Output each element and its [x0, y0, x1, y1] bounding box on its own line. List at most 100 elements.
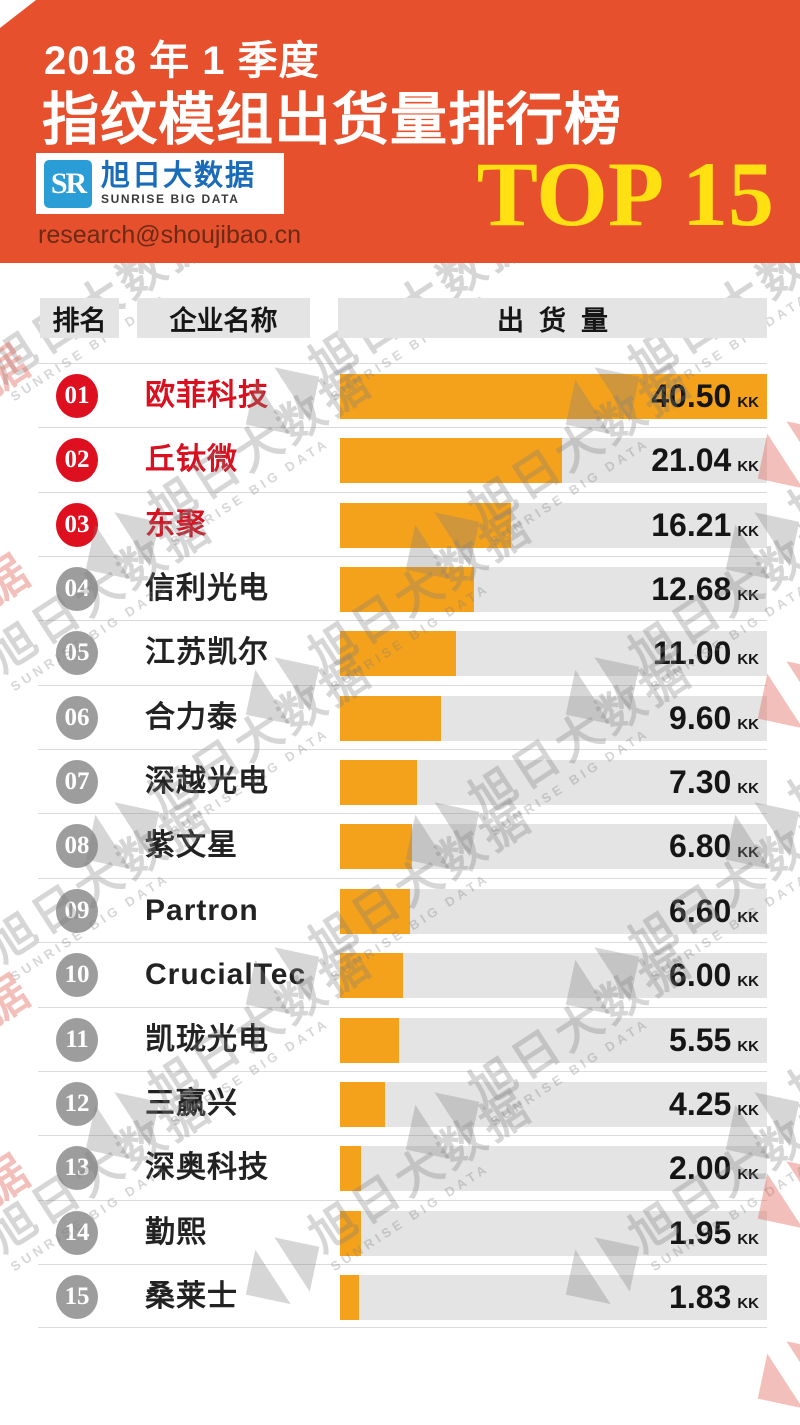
rank-badge: 14 [56, 1211, 98, 1255]
sr-logo-icon: SR [44, 159, 92, 208]
company-name: 丘钛微 [145, 443, 238, 476]
rank-badge: 04 [56, 567, 98, 611]
value-unit: KK [737, 844, 759, 861]
value-unit: KK [737, 394, 759, 411]
report-period: 2018 年 1 季度 [44, 39, 320, 83]
value-unit: KK [737, 1295, 759, 1312]
rank-badge: 09 [56, 889, 98, 933]
value-label: 1.83 KK [669, 1275, 759, 1320]
rank-number: 15 [64, 1283, 90, 1310]
bar-fill [340, 631, 456, 676]
value-label: 12.68 KK [651, 567, 759, 612]
ranking-row: 03 东聚 16.21 KK [38, 492, 767, 556]
value-label: 6.00 KK [669, 953, 759, 998]
rank-number: 14 [64, 1219, 90, 1246]
rank-number: 12 [64, 1090, 90, 1117]
value-label: 16.21 KK [651, 503, 759, 548]
rank-number: 08 [64, 832, 90, 859]
bar-track: 1.83 KK [340, 1275, 767, 1320]
value-number: 7.30 [669, 764, 732, 800]
contact-email: research@shoujibao.cn [38, 221, 302, 249]
value-number: 5.55 [669, 1022, 732, 1058]
column-header-shipments: 出货量 [338, 298, 767, 338]
value-number: 6.80 [669, 828, 732, 864]
rank-number: 03 [64, 511, 90, 538]
bar-track: 21.04 KK [340, 438, 767, 483]
bar-fill [340, 567, 474, 612]
top15-badge: TOP 15 [476, 143, 774, 245]
value-number: 6.00 [669, 957, 732, 993]
ranking-row: 04 信利光电 12.68 KK [38, 556, 767, 620]
corner-notch [0, 0, 36, 28]
value-unit: KK [737, 1231, 759, 1248]
rank-badge: 11 [56, 1018, 98, 1062]
bar-track: 9.60 KK [340, 696, 767, 741]
header-banner: 2018 年 1 季度 指纹模组出货量排行榜 SR 旭日大数据 SUNRISE … [0, 0, 800, 263]
company-name: 勤熙 [145, 1216, 207, 1249]
bar-fill [340, 503, 511, 548]
column-header-rank: 排名 [40, 298, 119, 338]
rank-badge: 03 [56, 503, 98, 547]
ranking-row: 09 Partron 6.60 KK [38, 878, 767, 942]
bar-fill [340, 1211, 361, 1256]
rank-number: 06 [64, 704, 90, 731]
company-name: Partron [145, 894, 259, 927]
rank-badge: 06 [56, 696, 98, 740]
column-header-company: 企业名称 [137, 298, 310, 338]
company-name: 深奥科技 [145, 1151, 269, 1184]
value-number: 12.68 [651, 571, 732, 607]
bar-fill [340, 696, 441, 741]
bar-fill [340, 824, 412, 869]
value-number: 6.60 [669, 893, 732, 929]
company-name: 凯珑光电 [145, 1023, 269, 1056]
ranking-row: 13 深奥科技 2.00 KK [38, 1135, 767, 1199]
bar-track: 6.80 KK [340, 824, 767, 869]
bar-track: 4.25 KK [340, 1082, 767, 1127]
bar-fill [340, 1275, 359, 1320]
company-name: 深越光电 [145, 765, 269, 798]
value-unit: KK [737, 973, 759, 990]
company-name: 欧菲科技 [145, 379, 269, 412]
rank-badge: 05 [56, 631, 98, 675]
ranking-row: 15 桑莱士 1.83 KK [38, 1264, 767, 1328]
value-unit: KK [737, 780, 759, 797]
value-unit: KK [737, 458, 759, 475]
bar-fill [340, 1082, 385, 1127]
value-unit: KK [737, 1102, 759, 1119]
value-label: 6.80 KK [669, 824, 759, 869]
company-name: CrucialTec [145, 958, 307, 991]
rank-number: 07 [64, 768, 90, 795]
bar-track: 40.50 KK [340, 374, 767, 419]
ranking-row: 02 丘钛微 21.04 KK [38, 427, 767, 491]
value-unit: KK [737, 716, 759, 733]
bar-fill [340, 1146, 361, 1191]
value-number: 16.21 [651, 507, 732, 543]
rank-number: 11 [65, 1026, 89, 1053]
ranking-row: 01 欧菲科技 40.50 KK [38, 363, 767, 427]
rank-badge: 15 [56, 1275, 98, 1319]
rank-number: 10 [64, 961, 90, 988]
brand-name-cn: 旭日大数据 [101, 160, 257, 193]
value-label: 11.00 KK [653, 631, 759, 676]
value-label: 1.95 KK [669, 1211, 759, 1256]
rank-number: 09 [64, 897, 90, 924]
bar-track: 16.21 KK [340, 503, 767, 548]
ranking-row: 10 CrucialTec 6.00 KK [38, 942, 767, 1006]
poster-title: 指纹模组出货量排行榜 [42, 88, 622, 152]
value-number: 2.00 [669, 1150, 732, 1186]
ranking-row: 06 合力泰 9.60 KK [38, 685, 767, 749]
company-name: 合力泰 [145, 701, 238, 734]
rank-badge: 12 [56, 1082, 98, 1126]
value-label: 9.60 KK [669, 696, 759, 741]
value-number: 1.95 [669, 1215, 732, 1251]
bar-fill [340, 374, 767, 419]
value-number: 4.25 [669, 1086, 732, 1122]
bar-fill [340, 760, 417, 805]
value-label: 4.25 KK [669, 1082, 759, 1127]
brand-name-en: SUNRISE BIG DATA [101, 191, 240, 206]
bar-track: 11.00 KK [340, 631, 767, 676]
company-name: 三赢兴 [145, 1087, 238, 1120]
ranking-row: 11 凯珑光电 5.55 KK [38, 1007, 767, 1071]
